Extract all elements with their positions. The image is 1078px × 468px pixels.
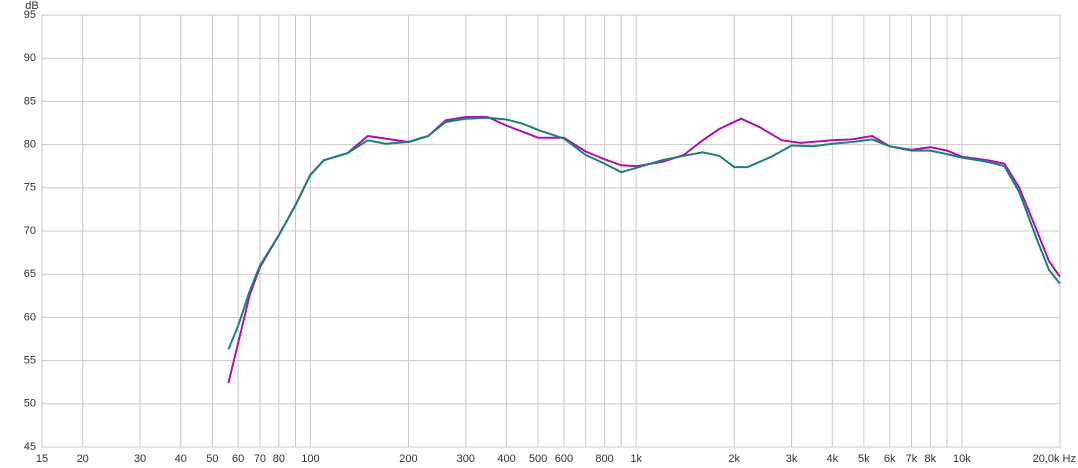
x-tick-label: 7k (906, 453, 918, 465)
x-tick-label: 30 (134, 453, 146, 465)
y-tick-label: 95 (24, 9, 36, 21)
series-line (227, 116, 1061, 350)
y-tick-label: 70 (24, 225, 36, 237)
x-tick-label: 20 (77, 453, 89, 465)
x-tick-label: 200 (399, 453, 417, 465)
y-tick-label: 85 (24, 95, 36, 107)
y-tick-label: 50 (24, 398, 36, 410)
x-tick-label: 3k (786, 453, 798, 465)
y-tick-label: 60 (24, 311, 36, 323)
x-tick-label: 800 (595, 453, 613, 465)
x-tick-label: 20,0k Hz (1033, 453, 1076, 465)
x-tick-label: 100 (301, 453, 319, 465)
y-axis-label: dB (25, 0, 38, 12)
x-tick-label: 5k (858, 453, 870, 465)
x-tick-label: 8k (925, 453, 937, 465)
x-tick-label: 50 (206, 453, 218, 465)
x-tick-label: 1k (630, 453, 642, 465)
y-tick-label: 75 (24, 182, 36, 194)
x-tick-label: 300 (457, 453, 475, 465)
x-tick-label: 6k (884, 453, 896, 465)
x-tick-label: 500 (529, 453, 547, 465)
x-tick-label: 40 (175, 453, 187, 465)
x-tick-label: 400 (497, 453, 515, 465)
y-tick-label: 80 (24, 139, 36, 151)
y-tick-label: 90 (24, 52, 36, 64)
x-tick-label: 15 (36, 453, 48, 465)
x-tick-label: 80 (273, 453, 285, 465)
x-tick-label: 4k (826, 453, 838, 465)
x-tick-label: 70 (254, 453, 266, 465)
y-tick-label: 55 (24, 355, 36, 367)
x-tick-label: 60 (232, 453, 244, 465)
x-tick-label: 2k (728, 453, 740, 465)
y-tick-label: 65 (24, 268, 36, 280)
y-tick-label: 45 (24, 441, 36, 453)
x-tick-label: 10k (953, 453, 971, 465)
x-tick-label: 600 (555, 453, 573, 465)
